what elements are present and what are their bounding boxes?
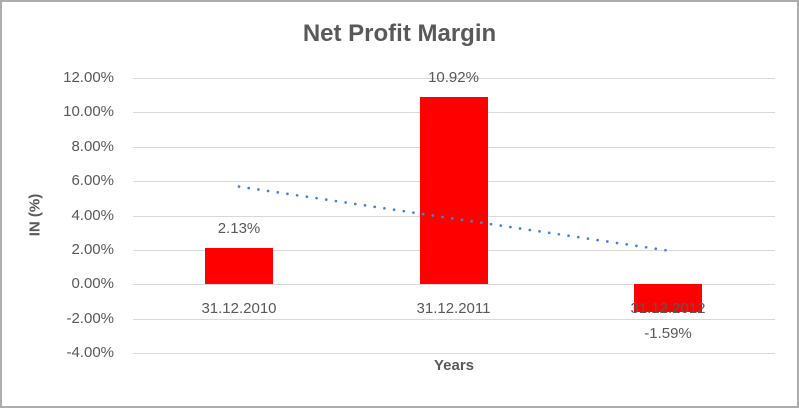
bar-31.12.2012 [634,284,702,312]
x-axis-category-label: 31.12.2011 [416,299,491,317]
y-axis-tick-label: -4.00% [66,344,114,361]
chart-title: Net Profit Margin [302,20,497,47]
data-label: -1.59% [644,324,692,342]
gridline [133,78,775,79]
gridline [133,353,775,354]
y-axis-tick-label: 6.00% [71,172,114,190]
gridline [133,318,775,320]
y-axis-tick-label: 0.00% [71,275,114,293]
y-axis-tick-label: 12.00% [63,69,114,86]
x-axis-category-label: 31.12.2012 [630,299,706,317]
y-axis-tick-label: -2.00% [66,309,114,327]
x-axis-category-label: 31.12.2010 [201,299,277,317]
gridline [133,284,775,286]
bar-31.12.2010 [205,247,273,285]
data-label: 2.13% [217,219,261,237]
y-axis-tick-label: 8.00% [71,137,114,155]
y-axis-tick-label: 10.00% [63,103,114,121]
y-axis-tick-label: 2.00% [71,240,114,258]
x-axis-title: Years [433,357,475,374]
y-axis-title: IN (%) [26,193,44,237]
y-axis-tick-label: 4.00% [71,206,114,224]
bar-31.12.2011 [419,96,488,285]
data-label: 10.92% [428,68,479,86]
